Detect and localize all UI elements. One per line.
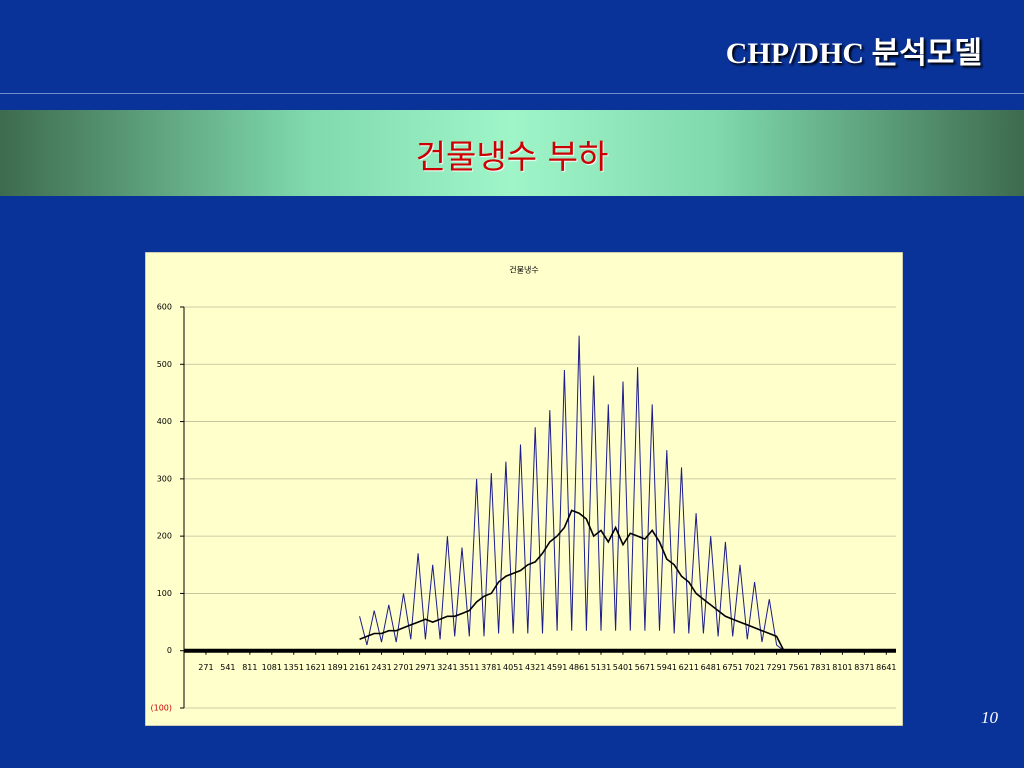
y-tick-label: 300	[157, 474, 172, 483]
x-tick-label: 6481	[701, 663, 721, 672]
x-tick-label: 8371	[854, 663, 874, 672]
x-tick-label: 2971	[415, 663, 435, 672]
section-title: 건물냉수 부하	[415, 137, 609, 176]
x-tick-label: 1891	[327, 663, 347, 672]
x-tick-label: 5671	[635, 663, 655, 672]
x-tick-label: 6751	[723, 663, 743, 672]
chart-area	[145, 252, 903, 726]
x-tick-label: 1081	[262, 663, 282, 672]
x-tick-label: 4321	[525, 663, 545, 672]
x-tick-label: 7021	[744, 663, 764, 672]
chart-title: 건물냉수	[509, 265, 538, 275]
x-tick-label: 3781	[481, 663, 501, 672]
x-tick-label: 8641	[876, 663, 896, 672]
x-tick-label: 3241	[437, 663, 457, 672]
x-tick-label: 5941	[657, 663, 677, 672]
x-tick-label: 4861	[569, 663, 589, 672]
x-tick-label: 2431	[371, 663, 391, 672]
y-tick-label: 400	[157, 417, 172, 426]
slide-title: CHP/DHC 분석모델	[725, 37, 982, 70]
x-tick-label: 6211	[679, 663, 699, 672]
x-tick-label: 1621	[306, 663, 326, 672]
x-tick-label: 4051	[503, 663, 523, 672]
x-tick-label: 7291	[766, 663, 786, 672]
x-tick-label: 3511	[459, 663, 479, 672]
series-line	[359, 509, 785, 652]
x-tick-label: 2701	[393, 663, 413, 672]
x-tick-label: 5131	[591, 663, 611, 672]
x-tick-label: 7831	[810, 663, 830, 672]
x-tick-label: 5401	[613, 663, 633, 672]
y-tick-label: 200	[157, 532, 172, 541]
y-tick-label: (100)	[150, 704, 172, 713]
x-tick-label: 8101	[832, 663, 852, 672]
x-tick-label: 541	[220, 663, 235, 672]
y-tick-label: 500	[157, 360, 172, 369]
page-number: 10	[981, 708, 998, 727]
y-tick-label: 100	[157, 589, 172, 598]
x-tick-label: 271	[198, 663, 213, 672]
y-tick-label: 0	[167, 646, 172, 655]
x-tick-label: 1351	[284, 663, 304, 672]
x-tick-label: 2161	[349, 663, 369, 672]
chart: 건물냉수 600 500 400 300 200 100 0 (100) 271 541 811 10…	[145, 252, 903, 726]
x-tick-label: 811	[242, 663, 257, 672]
y-tick-label: 600	[157, 303, 172, 312]
series-line	[359, 335, 785, 652]
divider	[0, 93, 1024, 94]
title-band: 건물냉수 부하	[0, 110, 1024, 196]
x-tick-label: 4591	[547, 663, 567, 672]
x-tick-label: 7561	[788, 663, 808, 672]
